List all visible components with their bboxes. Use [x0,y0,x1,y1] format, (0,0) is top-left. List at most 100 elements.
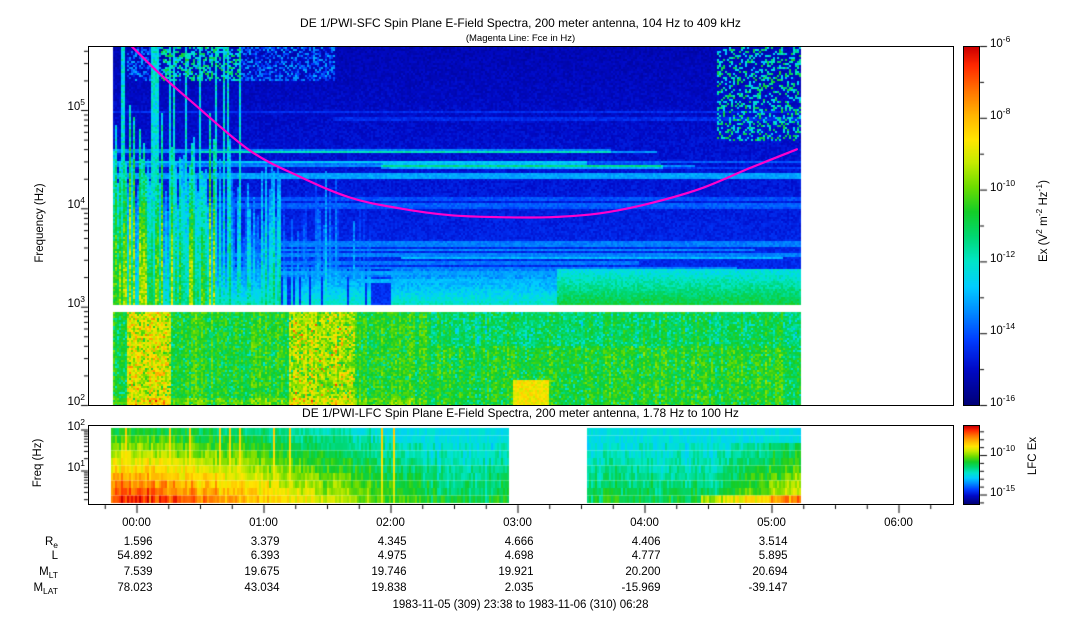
ephemeris-row2-col1: 19.675 [244,566,280,578]
sfc-y-tick-label-0-base: 10 [67,101,81,113]
row-label-sub: e [53,540,58,550]
ephemeris-row-label-0: Re [0,536,58,550]
lfc-y-tick-label-0-exp: 2 [80,416,85,427]
x-tick-label-4: 04:00 [630,517,659,529]
x-tick-label-3: 03:00 [503,517,532,529]
cb-exp: -10 [1002,177,1016,188]
sfc-y-axis-label: Frequency (Hz) [34,183,46,263]
sfc-colorbar-tick-label-5: 10-16 [990,393,1038,409]
sfc-colorbar [964,47,979,405]
cb-base: 10 [990,253,1003,266]
cb-exp: -14 [1002,321,1016,332]
sfc-colorbar-tick-label-4: 10-14 [990,321,1038,338]
ephemeris-row0-col2: 4.345 [377,536,407,548]
cb-base: 10 [990,181,1003,194]
date-range-caption: 1983-11-05 (309) 23:38 to 1983-11-06 (31… [392,599,649,611]
ephemeris-row0-col0: 1.596 [123,536,153,548]
sfc-colorbar-tick-label-0: 10-6 [990,34,1038,50]
row-label-sub: LAT [43,586,58,596]
sfc-spectrogram-canvas [89,47,953,405]
cb-base: 10 [990,447,1003,459]
sfc-y-tick-label-3: 102 [38,392,85,408]
cb-exp: -15 [1002,482,1016,493]
ephemeris-row2-col2: 19.746 [371,566,407,578]
sfc-y-tick-label-3-base: 10 [67,396,81,408]
sfc-y-tick-label-2-base: 10 [67,297,81,310]
ephemeris-row0-col4: 4.406 [631,536,661,548]
ephemeris-row1-col0: 54.892 [117,550,153,562]
sfc-colorbar-tick-label-1: 10-8 [990,106,1038,122]
ephemeris-row3-col0: 78.023 [117,582,153,594]
ephemeris-row1-col3: 4.698 [504,550,534,562]
cb-exp: -10 [1002,443,1016,453]
sfc-colorbar-border [963,46,980,406]
ephemeris-row2-col3: 19.921 [498,566,534,578]
cb-base: 10 [990,486,1003,499]
sfc-colorbar-tick-label-2: 10-10 [990,178,1038,194]
ephemeris-row3-col3: 2.035 [504,582,534,594]
row-label-base: R [44,536,54,548]
sfc-y-tick-label-1-base: 10 [67,199,81,212]
lfc-colorbar-tick-label-1: 10-15 [990,483,1042,499]
cb-base: 10 [990,325,1003,338]
x-tick-label-1: 01:00 [249,517,278,529]
row-label-base: L [51,550,58,562]
sfc-y-tick-label-0-exp: 5 [80,97,85,107]
x-tick-label-5: 05:00 [757,517,786,529]
sfc-y-tick-label-0: 105 [38,97,85,113]
ephemeris-row-label-2: MLT [0,566,58,580]
cb-exp: -16 [1002,393,1016,403]
ephemeris-row-label-1: L [0,550,58,562]
row-label-sub: LT [48,570,58,580]
cb-exp: -6 [1002,34,1011,44]
ephemeris-row2-col4: 20.200 [625,566,661,578]
ephemeris-row3-col1: 43.034 [244,582,280,594]
ephemeris-row3-col2: 19.838 [371,582,407,594]
cb-exp: -8 [1002,105,1011,116]
sfc-y-tick-label-1-exp: 4 [80,195,85,206]
lfc-y-tick-label-0-base: 10 [67,420,81,433]
lfc-spectrogram-canvas [89,426,953,504]
ephemeris-row0-col1: 3.379 [250,536,280,548]
lfc-colorbar-border [963,425,980,505]
ephemeris-row0-col5: 3.514 [758,536,788,548]
ephemeris-row1-col5: 5.895 [758,550,788,562]
ephemeris-row1-col4: 4.777 [631,550,661,562]
cb-base: 10 [990,397,1003,409]
fce-line [130,47,798,219]
lfc-colorbar-tick-label-0: 10-10 [990,443,1042,459]
ephemeris-row3-col5: -39.147 [748,582,788,594]
sfc-subtitle: (Magenta Line: Fce in Hz) [465,33,576,44]
ephemeris-row1-col1: 6.393 [250,550,280,562]
sfc-y-tick-label-2: 103 [38,294,85,310]
ephemeris-row-label-3: MLAT [0,582,58,596]
ephemeris-row0-col3: 4.666 [504,536,534,548]
cb-exp: -12 [1002,249,1016,260]
x-tick-label-6: 06:00 [884,517,913,529]
sfc-colorbar-tick-label-3: 10-12 [990,249,1038,266]
sfc-colorbar-label: Ex (V2 m-2 Hz-1) [1034,180,1050,262]
x-tick-label-0: 00:00 [122,517,151,529]
sfc-panel-border [88,46,954,406]
ephemeris-row2-col0: 7.539 [123,566,153,578]
lfc-colorbar [964,426,979,504]
sfc-y-tick-label-2-exp: 3 [80,293,85,304]
cb-base: 10 [990,38,1003,50]
row-label-base: M [39,566,49,578]
lfc-panel-border [88,425,954,505]
sfc-y-tick-label-3-exp: 2 [80,392,85,402]
lfc-y-tick-label-0: 102 [38,417,85,433]
lfc-y-tick-label-1-exp: 1 [80,457,85,468]
ephemeris-row3-col4: -15.969 [621,582,661,594]
ephemeris-row2-col5: 20.694 [752,566,788,578]
lfc-y-tick-label-1: 101 [38,458,85,474]
row-label-base: M [33,582,44,594]
cb-base: 10 [990,109,1003,122]
lfc-y-tick-label-1-base: 10 [67,461,81,474]
ephemeris-row1-col2: 4.975 [377,550,407,562]
x-tick-label-2: 02:00 [376,517,405,529]
lfc-title: DE 1/PWI-LFC Spin Plane E-Field Spectra,… [302,406,739,420]
sfc-title: DE 1/PWI-SFC Spin Plane E-Field Spectra,… [300,16,741,30]
